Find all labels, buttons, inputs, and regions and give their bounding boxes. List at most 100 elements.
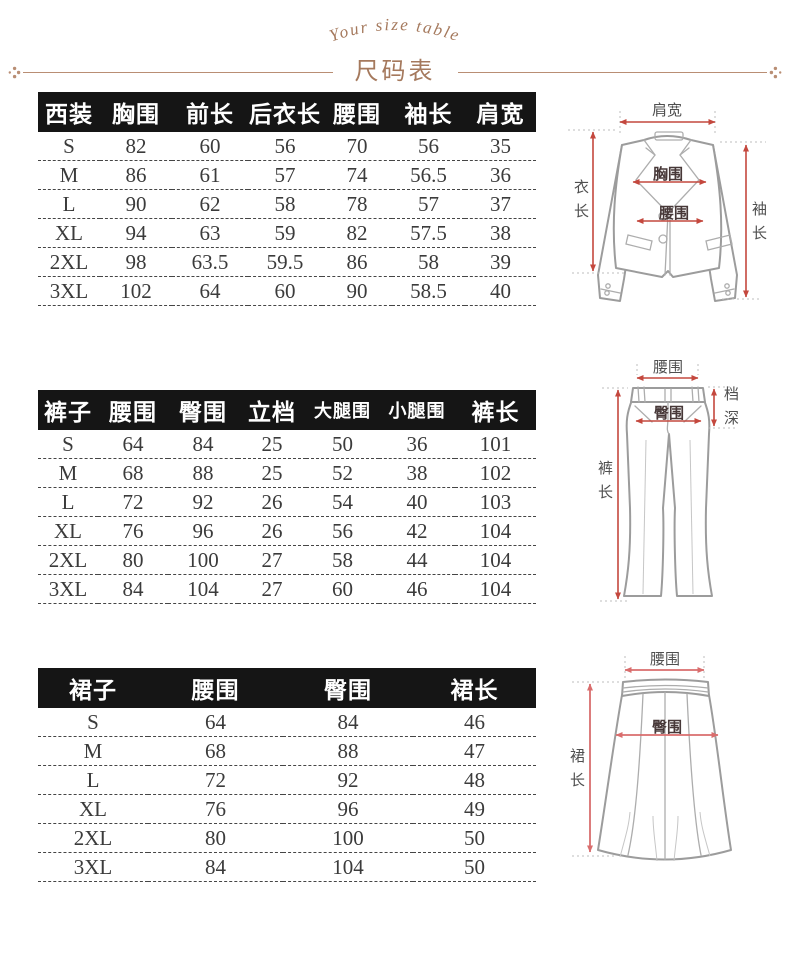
cell: 104 [283, 852, 413, 882]
cell: 104 [455, 545, 536, 575]
cell: 84 [283, 708, 413, 737]
cell: 54 [306, 487, 379, 517]
cell: 38 [465, 218, 536, 248]
column-header: 臀围 [283, 668, 413, 708]
skirt-hip-label: 臀围 [651, 720, 682, 736]
column-header: 臀围 [168, 390, 238, 430]
cell: 39 [465, 247, 536, 277]
blazer-shoulder-label: 肩宽 [651, 103, 682, 119]
cell: 90 [322, 276, 392, 306]
cell: 27 [238, 574, 306, 604]
cell: 88 [168, 458, 238, 488]
cell: 60 [248, 276, 322, 306]
size-label: XL [38, 218, 100, 248]
size-label: 3XL [38, 276, 100, 306]
divider-ornament-left-icon [8, 66, 21, 78]
table-row: S 64 84 25 50 36 101 [38, 430, 536, 459]
cell: 58 [306, 545, 379, 575]
column-header: 后衣长 [248, 92, 322, 132]
cell: 101 [455, 430, 536, 459]
size-label: XL [38, 516, 98, 546]
table-row: 2XL 80 100 27 58 44 104 [38, 545, 536, 575]
cell: 50 [413, 852, 536, 882]
table-row: 3XL 102 64 60 90 58.5 40 [38, 276, 536, 306]
table-row: M 86 61 57 74 56.5 36 [38, 160, 536, 190]
cell: 86 [100, 160, 172, 190]
skirt-length-label: 裙长 [568, 748, 584, 796]
cell: 25 [238, 430, 306, 459]
cell: 46 [379, 574, 455, 604]
cell: 78 [322, 189, 392, 219]
cell: 96 [283, 794, 413, 824]
size-label: 2XL [38, 247, 100, 277]
cell: 64 [98, 430, 168, 459]
table-row: 2XL 80 100 50 [38, 823, 536, 853]
cell: 104 [168, 574, 238, 604]
cell: 40 [379, 487, 455, 517]
table-row: XL 94 63 59 82 57.5 38 [38, 218, 536, 248]
cell: 26 [238, 487, 306, 517]
pants-waist-label: 腰围 [652, 360, 683, 376]
cell: 90 [100, 189, 172, 219]
skirt-product-label: 裙子 [38, 668, 148, 708]
skirt-line-art [572, 656, 732, 862]
suit-product-label: 西装 [38, 92, 100, 132]
divider-line-left [23, 71, 333, 73]
cell: 64 [172, 276, 248, 306]
size-label: S [38, 430, 98, 459]
column-header: 腰围 [322, 92, 392, 132]
arc-title-svg: Your size table [327, 15, 461, 45]
table-row: L 72 92 26 54 40 103 [38, 487, 536, 517]
column-header: 胸围 [100, 92, 172, 132]
cell: 56.5 [392, 160, 465, 190]
cell: 70 [322, 132, 392, 161]
cell: 76 [98, 516, 168, 546]
cell: 25 [238, 458, 306, 488]
cell: 48 [413, 765, 536, 795]
cell: 44 [379, 545, 455, 575]
cell: 26 [238, 516, 306, 546]
divider-ornament-right-icon [769, 66, 782, 78]
cell: 102 [100, 276, 172, 306]
size-label: S [38, 708, 148, 737]
column-header: 腰围 [148, 668, 283, 708]
cell: 92 [283, 765, 413, 795]
cell: 74 [322, 160, 392, 190]
size-label: S [38, 132, 100, 161]
size-label: M [38, 458, 98, 488]
cell: 80 [98, 545, 168, 575]
cell: 56 [248, 132, 322, 161]
column-header: 肩宽 [465, 92, 536, 132]
cell: 49 [413, 794, 536, 824]
blazer-line-art [568, 111, 766, 302]
blazer-diagram: 肩宽 衣长 袖长 胸围 腰围 [560, 85, 790, 325]
table-row: M 68 88 25 52 38 102 [38, 458, 536, 488]
table-row: 3XL 84 104 27 60 46 104 [38, 574, 536, 604]
cell: 84 [148, 852, 283, 882]
cell: 92 [168, 487, 238, 517]
cell: 58 [392, 247, 465, 277]
table-row: M 68 88 47 [38, 736, 536, 766]
column-header: 大腿围 [306, 390, 379, 430]
pants-size-table: 裤子 腰围 臀围 立档 大腿围 小腿围 裤长 S 64 84 25 50 36 … [38, 390, 536, 604]
pants-hip-label: 臀围 [653, 406, 684, 422]
column-header: 袖长 [392, 92, 465, 132]
cell: 57 [248, 160, 322, 190]
cell: 86 [322, 247, 392, 277]
cell: 80 [148, 823, 283, 853]
table-row: S 64 84 46 [38, 708, 536, 737]
size-label: XL [38, 794, 148, 824]
page-title-chinese: 尺码表 [354, 59, 436, 85]
cell: 96 [168, 516, 238, 546]
pants-length-label: 裤长 [596, 460, 612, 508]
table-row: XL 76 96 26 56 42 104 [38, 516, 536, 546]
suit-size-table: 西装 胸围 前长 后衣长 腰围 袖长 肩宽 S 82 60 56 70 56 3… [38, 92, 536, 306]
cell: 76 [148, 794, 283, 824]
cell: 84 [168, 430, 238, 459]
cell: 46 [413, 708, 536, 737]
cell: 72 [98, 487, 168, 517]
title-divider: 尺码表 [0, 58, 790, 86]
pants-diagram: 腰围 档深 臀围 裤长 [562, 358, 790, 620]
blazer-bust-label: 胸围 [652, 167, 683, 183]
table-row: S 82 60 56 70 56 35 [38, 132, 536, 161]
